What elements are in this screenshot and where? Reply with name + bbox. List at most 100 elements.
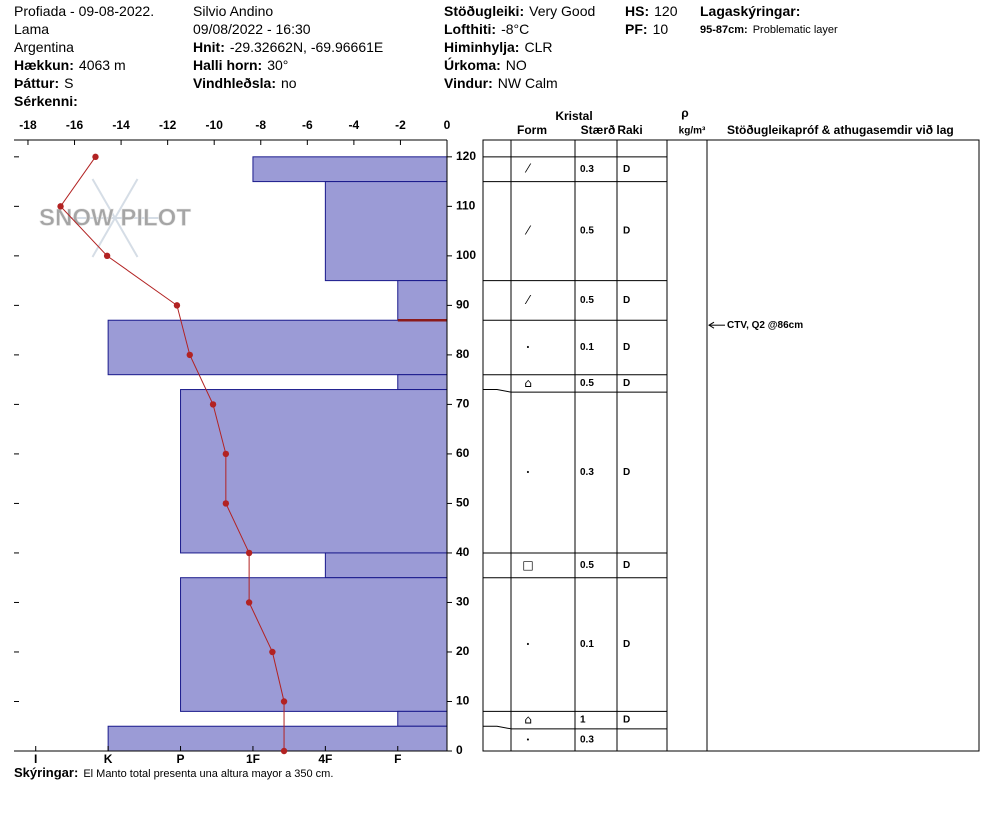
grain-size: 0.3	[580, 467, 594, 478]
header-field: Lofthiti: -8°C	[444, 21, 529, 37]
depth-tick-label: 70	[456, 397, 470, 411]
field-label: Hnit:	[193, 39, 225, 55]
hardness-tick-label: F	[394, 752, 401, 766]
grain-form: ⁄	[524, 224, 532, 238]
snowflake-arm	[91, 178, 116, 219]
temp-tick-label: -18	[19, 118, 37, 132]
row-connector	[483, 389, 512, 393]
header-field: Himinhylja: CLR	[444, 39, 552, 55]
watermark-text: SNOW PILOT	[39, 204, 191, 231]
footer-value: El Manto total presenta una altura mayor…	[83, 768, 333, 780]
field-label: Lofthiti:	[444, 21, 496, 37]
wetness: D	[623, 342, 630, 353]
grain-form: •	[526, 736, 530, 744]
wetness: D	[623, 164, 630, 175]
temperature-point	[280, 698, 288, 705]
temperature-point	[57, 203, 64, 210]
test-arrowhead	[708, 321, 715, 329]
field-value: 10	[653, 21, 669, 37]
field-value: Profiada - 09-08-2022.	[14, 3, 154, 19]
header-field: Vindhleðsla: no	[193, 75, 297, 91]
grain-size: 0.3	[580, 164, 594, 175]
temperature-point	[222, 450, 230, 458]
hardness-bar	[397, 374, 448, 391]
grain-size: 0.3	[580, 735, 594, 746]
field-value: Problematic layer	[753, 24, 838, 36]
depth-tick-label: 60	[456, 446, 470, 460]
th-wetness: Raki	[617, 123, 642, 137]
field-value: NW Calm	[498, 75, 558, 91]
field-label: Himinhylja:	[444, 39, 519, 55]
footer: Skýringar: El Manto total presenta una al…	[14, 765, 333, 780]
footer-label: Skýringar:	[14, 765, 78, 780]
depth-tick-label: 110	[456, 199, 476, 213]
field-value: Silvio Andino	[193, 3, 273, 19]
grain-form: □	[522, 558, 533, 572]
field-value: no	[281, 75, 297, 91]
depth-tick-label: 20	[456, 644, 470, 658]
temp-tick-label: -12	[159, 118, 177, 132]
wetness: D	[623, 378, 630, 389]
header-field: Profiada - 09-08-2022.	[14, 3, 154, 19]
header-field: HS: 120	[625, 3, 678, 19]
hardness-bar	[252, 156, 448, 183]
depth-tick-label: 30	[456, 595, 470, 609]
temp-tick-label: -2	[395, 118, 406, 132]
field-value: NO	[506, 57, 527, 73]
temperature-point	[245, 549, 253, 557]
header-field: Silvio Andino	[193, 3, 273, 19]
hardness-bar	[324, 181, 448, 282]
temp-tick-label: -4	[349, 118, 360, 132]
watermark: SNOW PILOT	[39, 178, 192, 258]
field-value: 30°	[267, 57, 288, 73]
grain-size: 0.1	[580, 639, 594, 650]
temperature-point	[222, 500, 230, 507]
wetness: D	[623, 560, 630, 571]
grain-size: 0.5	[580, 226, 594, 237]
field-label: PF:	[625, 21, 648, 37]
field-label: HS:	[625, 3, 649, 19]
temp-tick-label: 0	[444, 118, 451, 132]
wetness: D	[623, 226, 630, 237]
field-label: Þáttur:	[14, 75, 59, 91]
grain-size: 0.1	[580, 342, 594, 353]
grain-size: 1	[580, 715, 586, 726]
hardness-tick-label: P	[177, 752, 185, 766]
hardness-bar	[397, 710, 448, 727]
temperature-point	[173, 302, 181, 309]
hardness-bar	[180, 577, 448, 712]
th-density: ρ	[681, 106, 688, 120]
temperature-point	[186, 351, 193, 359]
header-field: Hækkun: 4063 m	[14, 57, 126, 73]
temp-tick-label: -6	[302, 118, 313, 132]
wetness: D	[623, 639, 630, 650]
temperature-point	[269, 648, 276, 656]
snowflake-arm	[91, 217, 116, 258]
wetness: D	[623, 295, 630, 306]
header-field: Vindur: NW Calm	[444, 75, 558, 91]
field-value: 120	[654, 3, 678, 19]
th-size: Stærð	[581, 123, 616, 137]
temperature-point	[245, 599, 253, 606]
temperature-point	[103, 252, 111, 260]
wetness: D	[623, 715, 630, 726]
header-field: Lama	[14, 21, 49, 37]
field-label: 95-87cm:	[700, 24, 748, 36]
header-field: Argentina	[14, 39, 74, 55]
hardness-bar	[107, 725, 448, 752]
header-field: Lagaskýringar:	[700, 3, 800, 19]
grain-form: ⌂	[524, 376, 532, 390]
temperature-point	[280, 747, 288, 755]
th-comments: Stöðugleikapróf & athugasemdir við lag	[727, 123, 954, 137]
temperature-point	[209, 401, 217, 408]
test-label: CTV, Q2 @86cm	[727, 320, 803, 331]
grain-size: 0.5	[580, 295, 594, 306]
grain-form: •	[526, 469, 530, 477]
depth-tick-label: 40	[456, 545, 470, 559]
field-label: Hækkun:	[14, 57, 74, 73]
field-value: Argentina	[14, 39, 74, 55]
th-crystal: Kristal	[555, 109, 592, 123]
depth-tick-label: 120	[456, 149, 476, 163]
grain-form: •	[526, 641, 530, 649]
field-value: Very Good	[529, 3, 595, 19]
